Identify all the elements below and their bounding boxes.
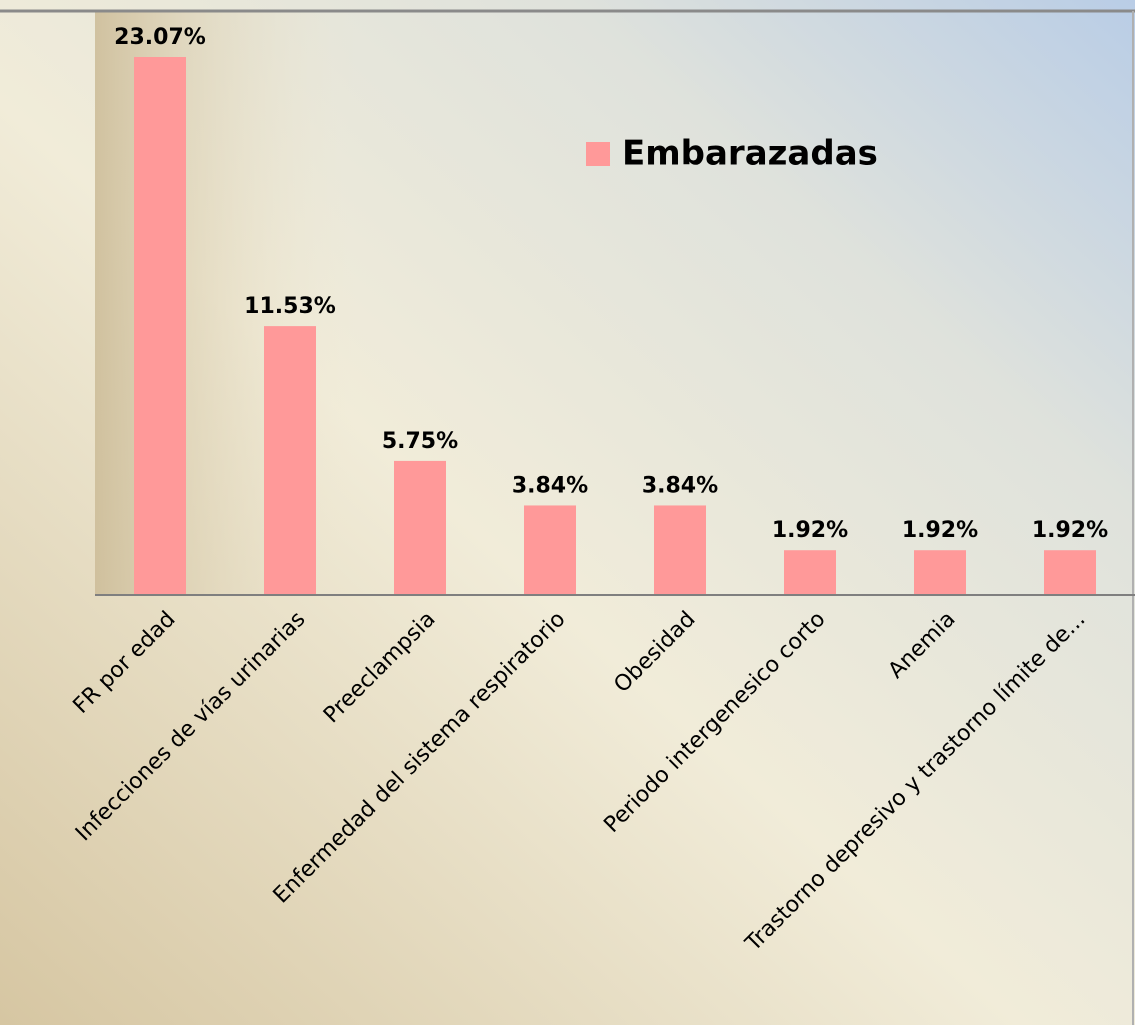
bar <box>524 505 576 595</box>
bar <box>914 550 966 595</box>
data-label: 3.84% <box>642 473 718 498</box>
data-label: 1.92% <box>902 518 978 543</box>
bar <box>784 550 836 595</box>
legend-label: Embarazadas <box>622 134 878 174</box>
data-label: 23.07% <box>114 25 206 50</box>
data-label: 11.53% <box>244 294 336 319</box>
bar <box>394 460 446 595</box>
bar <box>1044 550 1096 595</box>
data-label: 1.92% <box>772 518 848 543</box>
bar <box>134 57 186 595</box>
bar <box>264 326 316 595</box>
data-label: 3.84% <box>512 473 588 498</box>
bar <box>654 505 706 595</box>
data-label: 5.75% <box>382 429 458 454</box>
legend-swatch <box>586 142 610 166</box>
data-label: 1.92% <box>1032 518 1108 543</box>
